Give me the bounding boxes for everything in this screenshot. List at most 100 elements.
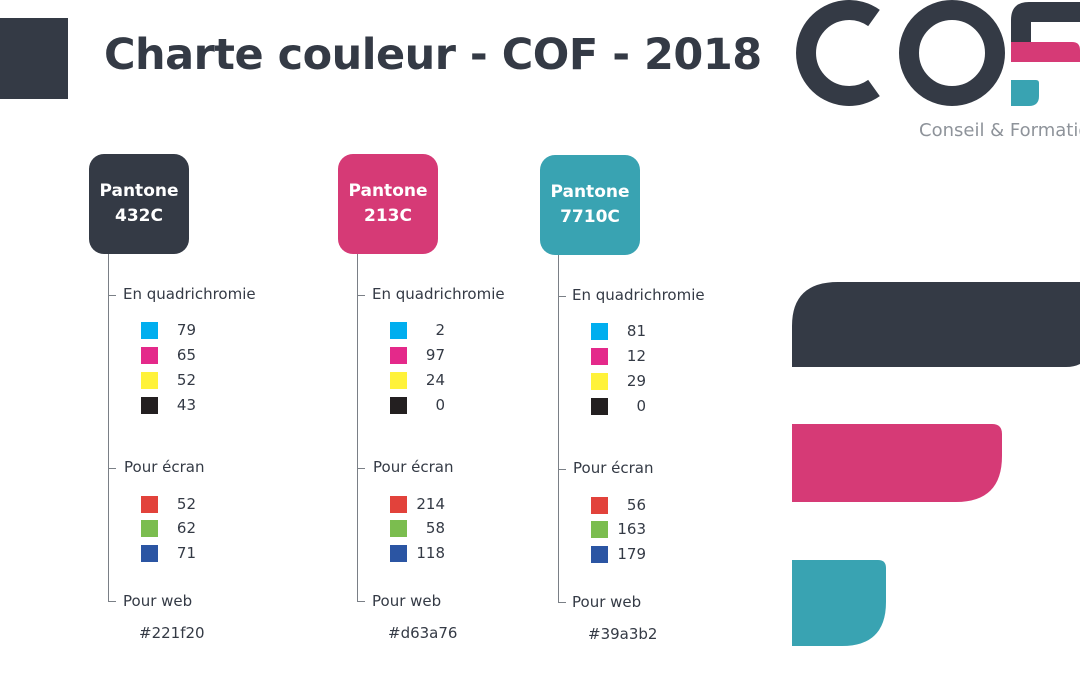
swatch-row-red: 52 bbox=[141, 495, 196, 513]
pantone-code: 432C bbox=[115, 206, 163, 226]
swatch-row-cyan: 2 bbox=[390, 321, 445, 339]
tree-tick bbox=[108, 601, 116, 602]
yellow-swatch bbox=[591, 372, 608, 390]
green-swatch bbox=[141, 519, 158, 537]
tree-tick bbox=[108, 295, 116, 296]
swatch-row-magenta: 65 bbox=[141, 346, 196, 364]
tree-line bbox=[357, 254, 358, 602]
web-label: Pour web bbox=[372, 592, 442, 610]
yellow-swatch bbox=[390, 371, 407, 389]
blue-swatch bbox=[141, 544, 158, 562]
swatch-row-blue: 118 bbox=[390, 544, 445, 562]
swatch-row-green: 62 bbox=[141, 519, 196, 537]
web-label: Pour web bbox=[572, 593, 642, 611]
f-bar-bottom-teal bbox=[792, 560, 886, 646]
swatch-value: 71 bbox=[176, 544, 196, 562]
tree-tick bbox=[558, 469, 566, 470]
swatch-row-yellow: 29 bbox=[591, 372, 646, 390]
swatch-value: 179 bbox=[617, 545, 646, 563]
swatch-row-black: 43 bbox=[141, 396, 196, 414]
pantone-code: 213C bbox=[364, 206, 412, 226]
swatch-row-green: 58 bbox=[390, 519, 445, 537]
black-swatch bbox=[141, 396, 158, 414]
tree-line bbox=[108, 254, 109, 602]
swatch-value: 29 bbox=[626, 372, 646, 390]
swatch-value: 0 bbox=[435, 396, 445, 414]
tree-tick bbox=[558, 602, 566, 603]
black-swatch bbox=[390, 396, 407, 414]
swatch-value: 65 bbox=[176, 346, 196, 364]
page-title: Charte couleur - COF - 2018 bbox=[104, 30, 762, 80]
cmyk-label: En quadrichromie bbox=[572, 286, 705, 304]
swatch-value: 24 bbox=[425, 371, 445, 389]
blue-swatch bbox=[591, 545, 608, 563]
swatch-row-black: 0 bbox=[591, 397, 646, 415]
screen-label: Pour écran bbox=[573, 459, 654, 477]
red-swatch bbox=[390, 495, 407, 513]
tree-tick bbox=[357, 601, 365, 602]
pantone-box: Pantone 213C bbox=[338, 154, 438, 254]
red-swatch bbox=[141, 495, 158, 513]
swatch-value: 43 bbox=[176, 396, 196, 414]
pantone-name: Pantone bbox=[99, 181, 179, 201]
swatch-value: 163 bbox=[617, 520, 646, 538]
swatch-value: 0 bbox=[636, 397, 646, 415]
magenta-swatch bbox=[141, 346, 158, 364]
pantone-column-2: Pantone 213C En quadrichromie 2 97 24 0 … bbox=[249, 0, 505, 675]
swatch-row-magenta: 12 bbox=[591, 347, 646, 365]
swatch-row-cyan: 79 bbox=[141, 321, 196, 339]
pantone-column-1: Pantone 432C En quadrichromie 79 65 52 4… bbox=[0, 0, 256, 675]
red-swatch bbox=[591, 496, 608, 514]
swatch-row-blue: 179 bbox=[591, 545, 646, 563]
cmyk-label: En quadrichromie bbox=[123, 285, 256, 303]
swatch-value: 81 bbox=[626, 322, 646, 340]
swatch-value: 79 bbox=[176, 321, 196, 339]
swatch-value: 58 bbox=[425, 519, 445, 537]
hex-value: #d63a76 bbox=[388, 624, 458, 642]
swatch-row-yellow: 24 bbox=[390, 371, 445, 389]
swatch-value: 62 bbox=[176, 519, 196, 537]
tree-tick bbox=[558, 296, 566, 297]
pantone-box: Pantone 7710C bbox=[540, 155, 640, 255]
swatch-row-blue: 71 bbox=[141, 544, 196, 562]
green-swatch bbox=[591, 520, 608, 538]
magenta-swatch bbox=[591, 347, 608, 365]
green-swatch bbox=[390, 519, 407, 537]
tree-tick bbox=[108, 468, 116, 469]
cyan-swatch bbox=[390, 321, 407, 339]
swatch-value: 97 bbox=[425, 346, 445, 364]
pantone-name: Pantone bbox=[550, 182, 630, 202]
tree-tick bbox=[357, 295, 365, 296]
swatch-value: 52 bbox=[176, 495, 196, 513]
blue-swatch bbox=[390, 544, 407, 562]
f-bar-middle-pink bbox=[792, 424, 1002, 502]
pantone-code: 7710C bbox=[560, 207, 620, 227]
yellow-swatch bbox=[141, 371, 158, 389]
swatch-value: 118 bbox=[416, 544, 445, 562]
pantone-box: Pantone 432C bbox=[89, 154, 189, 254]
swatch-row-magenta: 97 bbox=[390, 346, 445, 364]
hex-value: #221f20 bbox=[139, 624, 205, 642]
swatch-value: 52 bbox=[176, 371, 196, 389]
web-label: Pour web bbox=[123, 592, 193, 610]
swatch-value: 2 bbox=[435, 321, 445, 339]
screen-label: Pour écran bbox=[373, 458, 454, 476]
cyan-swatch bbox=[141, 321, 158, 339]
magenta-swatch bbox=[390, 346, 407, 364]
tree-tick bbox=[357, 468, 365, 469]
swatch-row-green: 163 bbox=[591, 520, 646, 538]
cof-logo: Conseil & Formation bbox=[782, 0, 1080, 145]
swatch-row-red: 56 bbox=[591, 496, 646, 514]
pantone-name: Pantone bbox=[348, 181, 428, 201]
cmyk-label: En quadrichromie bbox=[372, 285, 505, 303]
swatch-row-red: 214 bbox=[390, 495, 445, 513]
corner-square bbox=[0, 18, 68, 99]
swatch-row-yellow: 52 bbox=[141, 371, 196, 389]
f-bar-top-dark bbox=[792, 282, 1080, 370]
tree-line bbox=[558, 255, 559, 603]
swatch-value: 12 bbox=[626, 347, 646, 365]
cyan-swatch bbox=[591, 322, 608, 340]
swatch-row-black: 0 bbox=[390, 396, 445, 414]
swatch-value: 56 bbox=[626, 496, 646, 514]
logo-tagline: Conseil & Formation bbox=[919, 120, 1080, 141]
